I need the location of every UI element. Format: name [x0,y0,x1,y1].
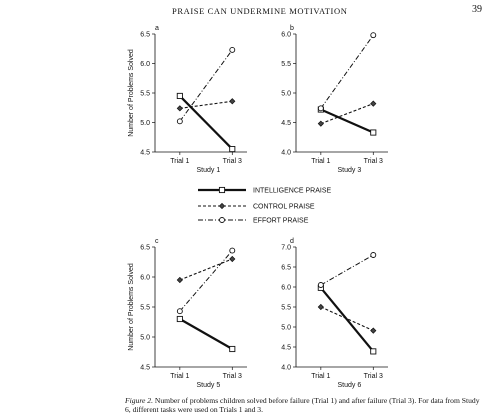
y-tick-label: 5.0 [140,335,150,342]
data-point [176,105,183,112]
y-tick-label: 5.5 [281,305,291,312]
page-header: PRAISE CAN UNDERMINE MOTIVATION 39 [0,4,496,18]
series-line [320,108,374,134]
caption-lead: Figure 2. [125,396,153,405]
data-point [370,348,377,355]
y-tick-label: 4.5 [140,365,150,372]
series-line [319,287,375,353]
data-point [370,327,377,334]
page-number: 39 [472,4,482,15]
data-point [317,303,324,311]
series-line [320,103,374,125]
y-tick-label: 5.0 [140,120,150,127]
study-title: Study 5 [196,382,220,389]
data-point [176,118,183,125]
caption-text: Number of problems children solved befor… [125,396,480,414]
y-tick-label: 4.5 [281,120,291,127]
data-point [229,46,236,53]
y-axis-label: Number of Problems Solved [128,49,135,137]
y-tick-label: 6.0 [281,285,291,292]
y-tick-label: 6.0 [140,61,150,68]
data-point [317,120,324,127]
data-point [176,276,183,284]
y-tick-label: 5.0 [281,91,291,98]
legend-marker [219,217,225,223]
y-tick-label: 6.5 [140,32,150,39]
y-tick-label: 6.5 [281,265,291,272]
study-title: Study 1 [196,167,220,174]
y-tick-label: 4.5 [140,150,150,157]
panel-letter: a [155,25,159,32]
panel-letter: c [155,238,159,245]
series-line [179,258,233,281]
data-point [229,255,236,263]
legend-marker [218,202,226,210]
study-title: Study 3 [337,167,361,174]
legend-label: INTELLIGENCE PRAISE [253,188,332,195]
y-tick-label: 5.5 [140,305,150,312]
data-point [370,129,377,136]
running-head: PRAISE CAN UNDERMINE MOTIVATION [172,6,348,16]
series-line [179,250,233,312]
y-tick-label: 6.0 [281,32,291,39]
data-point [317,282,324,288]
x-tick-label: Trial 3 [223,158,242,165]
data-point [229,247,236,254]
y-tick-label: 7.0 [281,245,291,252]
study-title: Study 6 [337,382,361,389]
x-tick-label: Trial 3 [364,158,383,165]
y-axis-label: Number of Problems Solved [128,263,135,351]
data-point [370,100,377,107]
data-point [370,252,377,258]
data-point [370,32,377,39]
series-line [179,318,233,350]
data-point [317,105,324,112]
legend: INTELLIGENCE PRAISE CONTROL PRAISE EFFORT … [198,186,332,225]
data-point [229,345,236,353]
legend-label: CONTROL PRAISE [253,204,315,211]
y-tick-label: 4.0 [281,150,291,157]
figure-caption: Figure 2. Number of problems children so… [125,396,485,414]
x-tick-label: Trial 3 [364,373,383,380]
y-tick-label: 5.5 [140,91,150,98]
series-line [320,306,374,332]
data-point [176,315,183,323]
series-line [179,100,233,109]
x-tick-label: Trial 1 [311,373,330,380]
x-tick-label: Trial 1 [311,158,330,165]
legend-label: EFFORT PRAISE [253,218,309,225]
y-tick-label: 5.5 [281,61,291,68]
panel-d: d 4.0 4.5 5.0 5.5 6.0 6.5 7.0 Trial 1 Trial 3Stud… [281,238,388,389]
y-tick-label: 4.0 [281,365,291,372]
series-line [179,95,234,150]
panel-letter: b [290,25,294,32]
series-line [320,34,374,109]
y-tick-label: 4.5 [281,345,291,352]
x-tick-label: Trial 3 [223,373,242,380]
data-point [229,145,236,153]
series-line [179,49,233,122]
x-tick-label: Trial 1 [170,373,189,380]
y-tick-label: 6.5 [140,245,150,252]
data-point [229,98,236,105]
data-point [176,92,183,99]
data-point [176,308,183,315]
legend-marker [218,186,226,194]
x-tick-label: Trial 1 [170,158,189,165]
y-tick-label: 5.0 [281,325,291,332]
y-tick-label: 6.0 [140,275,150,282]
series-line [320,254,374,286]
panel-letter: d [290,238,294,245]
